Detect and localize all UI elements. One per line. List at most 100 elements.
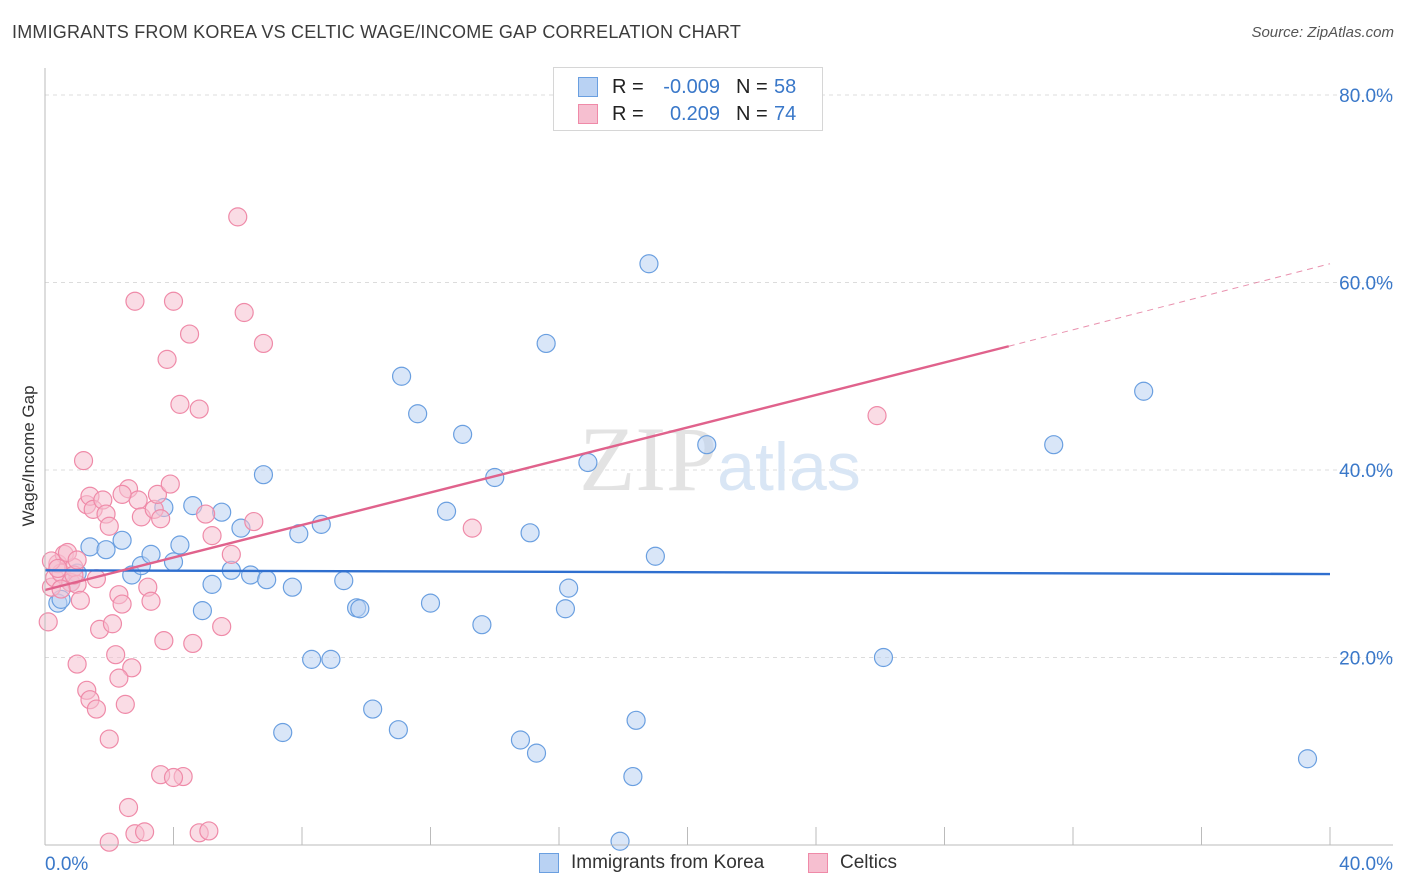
korea-point [610, 831, 630, 851]
korea-point [388, 720, 408, 740]
celtics-point [147, 484, 168, 504]
korea-point [1297, 749, 1318, 769]
korea-n-value: 58 [774, 76, 797, 98]
celtics-point [70, 590, 90, 610]
celtics-point [253, 333, 274, 354]
points-layer [38, 207, 1318, 852]
source-credit: Source: ZipAtlas.com [1251, 24, 1394, 41]
korea-point [212, 502, 232, 522]
korea-point [559, 578, 579, 598]
celtics-point [157, 349, 177, 369]
korea-legend-label: Immigrants from Korea [571, 852, 765, 873]
korea-point [170, 535, 190, 555]
korea-point [192, 601, 213, 621]
celtics-n-value: 74 [774, 103, 797, 125]
korea-point [623, 766, 643, 787]
celtics-trend-line [44, 345, 1010, 592]
celtics-point [189, 399, 209, 419]
celtics-point [51, 579, 71, 599]
korea-point [257, 570, 277, 590]
celtics-point [115, 694, 135, 714]
korea-point [555, 599, 576, 619]
korea-point [1134, 381, 1154, 401]
korea-point [453, 424, 473, 444]
celtics-point [234, 302, 254, 323]
y-tick-label: 60.0% [1339, 274, 1393, 295]
korea-point [253, 465, 274, 485]
celtics-point [106, 645, 126, 665]
celtics-point [151, 509, 171, 529]
y-tick-label: 20.0% [1339, 649, 1393, 670]
celtics-r-value: 0.209 [669, 103, 720, 125]
celtics-legend-swatch [808, 853, 828, 873]
korea-point [391, 366, 412, 386]
korea-point [408, 404, 428, 424]
celtics-point [38, 612, 58, 632]
y-tick-label: 40.0% [1339, 461, 1393, 482]
korea-point [112, 530, 132, 550]
celtics-point [170, 394, 190, 414]
correlation-legend: R = -0.009 N = 58 R = 0.209 N = 74 [553, 67, 823, 131]
korea-trend-line [44, 569, 1331, 576]
celtics-point [99, 832, 119, 852]
celtics-point [221, 544, 241, 564]
celtics-point [183, 633, 203, 654]
korea-point [202, 574, 222, 594]
celtics-point [99, 729, 119, 749]
x-tick-label-min: 0.0% [45, 854, 88, 875]
korea-point [520, 523, 540, 543]
korea-swatch [578, 77, 598, 97]
celtics-point [125, 291, 145, 311]
korea-point [510, 730, 531, 750]
korea-point [436, 501, 457, 521]
korea-point [321, 649, 341, 669]
celtics-point [67, 654, 87, 674]
korea-point [536, 333, 556, 354]
korea-point [282, 577, 302, 597]
korea-point [241, 565, 261, 585]
celtics-point [73, 451, 94, 471]
korea-point [626, 710, 646, 730]
celtics-point [134, 822, 155, 842]
korea-point [334, 571, 354, 591]
korea-point [273, 722, 293, 743]
r-label: R = [612, 103, 644, 125]
celtics-point [867, 406, 887, 426]
korea-point [697, 435, 717, 455]
celtics-point [202, 526, 222, 546]
x-tick-label-max: 40.0% [1339, 854, 1393, 875]
korea-point [1044, 435, 1064, 455]
celtics-point [228, 207, 248, 227]
korea-point [645, 546, 665, 566]
celtics-point [462, 518, 482, 538]
celtics-point [48, 558, 68, 579]
n-label: N = [736, 76, 768, 98]
watermark: ZIPatlas [579, 408, 861, 510]
korea-point [96, 540, 116, 560]
chart-title: IMMIGRANTS FROM KOREA VS CELTIC WAGE/INC… [12, 22, 742, 42]
celtics-point [128, 490, 148, 510]
korea-legend-swatch [539, 853, 559, 873]
celtics-point [212, 616, 232, 637]
y-tick-label: 80.0% [1339, 86, 1393, 107]
celtics-point [112, 484, 132, 504]
korea-point [472, 615, 492, 635]
celtics-legend-label: Celtics [840, 852, 898, 873]
celtics-point [244, 511, 264, 532]
celtics-point [160, 474, 180, 494]
korea-point [526, 743, 547, 763]
axis-layer: 20.0% 40.0% 60.0% 80.0% 0.0% 40.0% [44, 68, 1393, 875]
korea-point [302, 649, 322, 669]
celtics-point [199, 821, 219, 841]
celtics-point [109, 668, 129, 688]
celtics-point [141, 591, 161, 611]
korea-point [363, 699, 383, 719]
r-label: R = [612, 76, 644, 98]
korea-point [639, 254, 659, 274]
celtics-point [99, 516, 119, 536]
celtics-point [86, 699, 107, 719]
celtics-point [163, 767, 184, 788]
trend-layer [44, 263, 1331, 592]
celtics-point [196, 504, 216, 524]
celtics-point [67, 550, 87, 570]
